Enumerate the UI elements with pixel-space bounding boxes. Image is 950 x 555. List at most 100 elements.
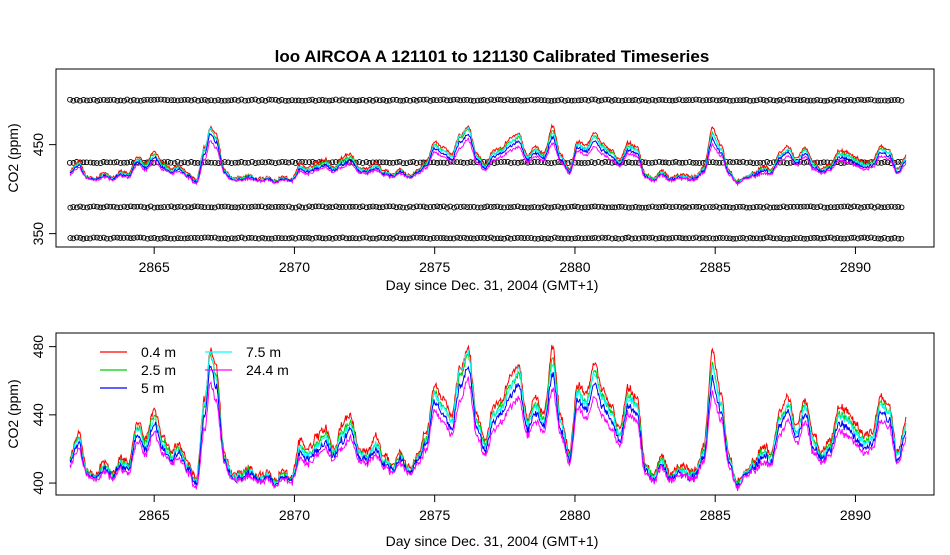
calibration-points xyxy=(66,96,905,242)
calibration-point xyxy=(645,97,652,104)
y-axis-bottom: 400 440 480 xyxy=(30,335,57,495)
calibration-point xyxy=(218,97,225,104)
calibration-point xyxy=(117,204,124,211)
calibration-point xyxy=(531,204,538,210)
calibration-point xyxy=(215,97,222,103)
calibration-point xyxy=(488,234,494,241)
calibration-point xyxy=(618,203,625,210)
calibration-point xyxy=(515,97,521,103)
calibration-point xyxy=(888,203,895,210)
calibration-point xyxy=(278,96,285,103)
calibration-point xyxy=(636,97,643,104)
y-axis-label-top: CO2 (ppm) xyxy=(5,123,21,192)
calibration-point xyxy=(817,235,824,242)
calibration-point xyxy=(494,159,501,166)
calibration-point xyxy=(296,203,303,210)
calibration-point xyxy=(73,234,80,241)
calibration-point xyxy=(225,203,232,210)
calibration-point xyxy=(174,203,181,210)
calibration-point xyxy=(740,235,746,241)
calibration-point xyxy=(895,97,901,103)
calibration-point xyxy=(804,203,811,210)
calibration-point xyxy=(885,235,891,242)
x-top-tick-label: 2890 xyxy=(840,259,871,275)
calibration-point xyxy=(743,96,750,103)
calibration-point xyxy=(632,204,639,210)
calibration-point xyxy=(760,160,767,166)
calibration-point xyxy=(881,204,888,211)
calibration-point xyxy=(276,159,282,166)
calibration-point xyxy=(87,159,94,166)
calibration-point xyxy=(168,203,175,210)
calibration-point xyxy=(151,204,158,211)
calibration-point xyxy=(373,159,380,166)
calibration-point xyxy=(784,160,790,166)
calibration-point xyxy=(602,235,609,241)
calibration-point xyxy=(639,234,646,241)
calibration-point xyxy=(831,235,838,242)
calibration-point xyxy=(249,158,255,165)
calibration-point xyxy=(845,203,851,210)
calibration-point xyxy=(851,97,858,104)
series-lines-top xyxy=(69,123,907,187)
calibration-point xyxy=(467,97,474,104)
calibration-point xyxy=(353,97,360,104)
calibration-point xyxy=(165,158,171,165)
calibration-point xyxy=(154,235,161,242)
calibration-point xyxy=(666,235,673,242)
calibration-point xyxy=(121,203,128,210)
calibration-point xyxy=(434,235,440,241)
x-bottom-tick-label: 2865 xyxy=(139,507,170,523)
calibration-point xyxy=(820,159,827,166)
calibration-point xyxy=(83,159,90,166)
legend-label: 0.4 m xyxy=(141,344,176,360)
calibration-point xyxy=(413,97,420,104)
calibration-point xyxy=(276,97,282,104)
calibration-point xyxy=(534,159,541,165)
calibration-point xyxy=(440,203,447,210)
calibration-point xyxy=(720,96,726,103)
calibration-point xyxy=(588,203,595,210)
calibration-point xyxy=(282,97,289,104)
calibration-point xyxy=(501,97,508,104)
calibration-point xyxy=(784,235,791,242)
calibration-point xyxy=(268,159,275,166)
calibration-point xyxy=(124,96,130,103)
calibration-point xyxy=(363,159,370,165)
calibration-point xyxy=(693,234,699,241)
calibration-point xyxy=(447,97,454,104)
calibration-point xyxy=(565,204,572,210)
calibration-point xyxy=(144,235,151,242)
calibration-point xyxy=(181,96,188,103)
calibration-point xyxy=(669,97,676,104)
calibration-point xyxy=(733,97,740,104)
calibration-point xyxy=(100,234,107,241)
calibration-point xyxy=(286,203,292,210)
calibration-point xyxy=(103,235,110,242)
calibration-point xyxy=(680,97,686,104)
calibration-point xyxy=(289,234,295,241)
calibration-point xyxy=(683,97,689,103)
calibration-point xyxy=(255,203,262,210)
calibration-point xyxy=(541,97,548,104)
calibration-point xyxy=(494,203,501,210)
calibration-point xyxy=(100,159,107,165)
calibration-point xyxy=(454,96,461,103)
calibration-point xyxy=(622,97,629,103)
calibration-point xyxy=(171,235,178,242)
calibration-point xyxy=(787,96,794,103)
calibration-point xyxy=(619,235,626,242)
calibration-point xyxy=(117,235,124,241)
calibration-point xyxy=(208,234,215,241)
legend: 0.4 m 2.5 m 5 m 7.5 m 24.4 m xyxy=(100,344,289,396)
calibration-point xyxy=(535,204,541,211)
calibration-point xyxy=(891,235,898,241)
calibration-point xyxy=(821,204,828,211)
calibration-point xyxy=(898,235,905,242)
calibration-point xyxy=(386,160,393,166)
calibration-point xyxy=(289,204,296,211)
calibration-point xyxy=(110,203,117,210)
calibration-point xyxy=(188,204,195,211)
calibration-point xyxy=(269,204,275,211)
calibration-point xyxy=(322,235,329,242)
